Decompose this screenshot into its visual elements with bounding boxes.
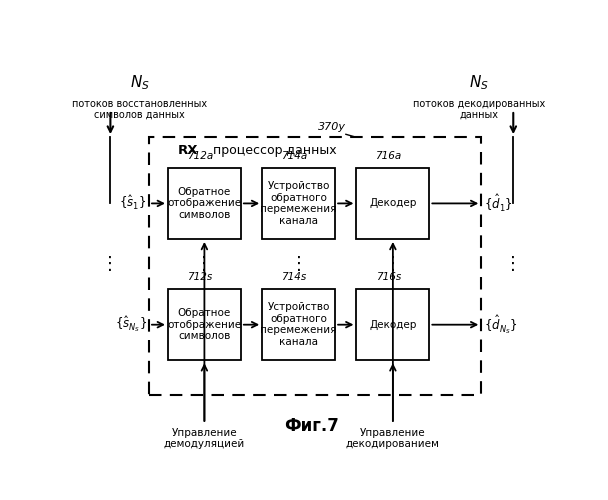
Text: $N_S$: $N_S$ bbox=[130, 74, 150, 92]
Text: ⋮: ⋮ bbox=[504, 255, 522, 273]
Bar bbox=[262, 168, 335, 239]
Text: 716s: 716s bbox=[376, 272, 401, 282]
Text: ⋮: ⋮ bbox=[102, 255, 119, 273]
Text: $\{\hat{d}_{N_S}\}$: $\{\hat{d}_{N_S}\}$ bbox=[483, 314, 517, 336]
Text: $N_S$: $N_S$ bbox=[469, 74, 489, 92]
Text: Устройство
обратного
перемежения
канала: Устройство обратного перемежения канала bbox=[260, 181, 337, 226]
Text: Декодер: Декодер bbox=[369, 198, 416, 208]
Text: 712s: 712s bbox=[187, 272, 212, 282]
Text: ⋮: ⋮ bbox=[384, 255, 402, 273]
Text: $\{\hat{d}_1\}$: $\{\hat{d}_1\}$ bbox=[483, 193, 513, 214]
Text: $\{\hat{s}_{N_S}\}$: $\{\hat{s}_{N_S}\}$ bbox=[114, 315, 147, 334]
Text: 712a: 712a bbox=[187, 151, 213, 161]
Text: Управление
демодуляцией: Управление демодуляцией bbox=[164, 428, 245, 450]
Bar bbox=[262, 289, 335, 360]
Text: Обратное
отображение
символов: Обратное отображение символов bbox=[167, 308, 241, 342]
Text: потоков восстановленных
символов данных: потоков восстановленных символов данных bbox=[72, 98, 207, 120]
Text: Фиг.7: Фиг.7 bbox=[284, 418, 339, 436]
Bar bbox=[356, 289, 429, 360]
Text: 714a: 714a bbox=[281, 151, 307, 161]
Text: ⋮: ⋮ bbox=[195, 255, 213, 273]
Bar bbox=[356, 168, 429, 239]
Text: потоков декодированных
данных: потоков декодированных данных bbox=[413, 98, 545, 120]
Text: 370y: 370y bbox=[318, 122, 346, 132]
Text: 714s: 714s bbox=[282, 272, 306, 282]
Bar bbox=[149, 137, 482, 395]
Bar bbox=[168, 168, 241, 239]
Text: RX: RX bbox=[178, 144, 198, 157]
Text: Управление
декодированием: Управление декодированием bbox=[346, 428, 440, 450]
Text: 716a: 716a bbox=[375, 151, 401, 161]
Text: процессор данных: процессор данных bbox=[205, 144, 336, 157]
Text: Обратное
отображение
символов: Обратное отображение символов bbox=[167, 187, 241, 220]
Text: Декодер: Декодер bbox=[369, 320, 416, 330]
Text: $\{\hat{s}_1\}$: $\{\hat{s}_1\}$ bbox=[119, 194, 147, 212]
Text: ⋮: ⋮ bbox=[289, 255, 308, 273]
Text: Устройство
обратного
перемежения
канала: Устройство обратного перемежения канала bbox=[260, 302, 337, 347]
Bar bbox=[168, 289, 241, 360]
